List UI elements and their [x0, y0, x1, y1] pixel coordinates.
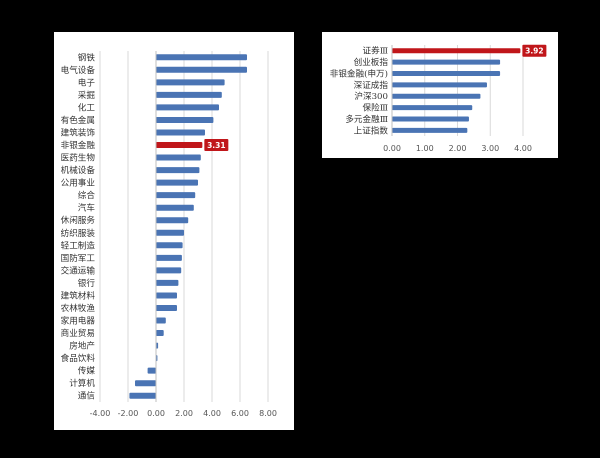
left-category-label: 建筑装饰 [61, 126, 96, 138]
left-category-label: 通信 [78, 390, 96, 402]
left-category-label: 化工 [78, 101, 96, 113]
left-bar [156, 192, 196, 199]
right-bar [392, 127, 468, 133]
left-category-label: 休闲服务 [61, 214, 96, 226]
left-category-label: 钢铁 [78, 51, 96, 63]
right-category-label: 多元金融Ⅲ [345, 113, 388, 125]
left-bar [156, 104, 219, 111]
left-category-label: 食品饮料 [61, 352, 96, 364]
left-bar [156, 304, 177, 311]
left-category-label: 银行 [78, 277, 96, 289]
right-category-label: 深证成指 [354, 79, 389, 91]
left-category-label: 非银金融 [61, 139, 96, 151]
right-data-label: 3.92 [525, 47, 544, 56]
left-bar [156, 142, 203, 149]
left-bar [156, 204, 194, 211]
left-bar [156, 66, 247, 73]
left-category-label: 电子 [78, 76, 96, 88]
left-chart-panel: -4.00 -2.00 0.00 2.00 4.00 6.00 8.00 钢铁 电气设备 电子 采掘… [54, 32, 294, 430]
left-data-label: 3.31 [207, 141, 226, 150]
left-category-label: 建筑材料 [61, 289, 96, 301]
left-category-label: 商业贸易 [61, 327, 95, 339]
right-x-tick-label: 4.00 [514, 144, 532, 153]
left-x-tick-label: 6.00 [231, 409, 249, 418]
left-bar [156, 229, 184, 236]
left-bar [129, 392, 156, 399]
industry-bar-chart: -4.00 -2.00 0.00 2.00 4.00 6.00 8.00 钢铁电气设备电子采掘… [61, 51, 277, 418]
right-category-label: 上证指数 [354, 124, 389, 136]
left-bar [156, 254, 182, 261]
right-category-label: 创业板指 [354, 56, 389, 68]
left-bar [156, 179, 198, 186]
left-x-tick-label: 4.00 [203, 409, 221, 418]
left-bar [156, 167, 200, 174]
left-category-label: 有色金属 [61, 114, 95, 126]
right-category-label: 沪深300 [354, 90, 388, 102]
left-bar [147, 367, 156, 374]
left-x-tick-label: 8.00 [259, 409, 277, 418]
right-category-label: 非银金融(申万) [330, 67, 388, 79]
left-category-label: 传媒 [78, 365, 96, 377]
left-bar [156, 217, 189, 224]
left-bar [156, 267, 182, 274]
left-category-label: 医药生物 [61, 152, 96, 164]
left-category-label: 轻工制造 [61, 239, 96, 251]
right-category-label: 证券Ⅲ [363, 45, 388, 57]
right-bar [392, 48, 521, 54]
left-category-label: 家用电器 [61, 315, 96, 327]
left-bar [156, 242, 183, 249]
left-x-tick-label: -2.00 [118, 409, 139, 418]
left-category-label: 国防军工 [61, 252, 96, 264]
left-category-label: 综合 [78, 189, 96, 201]
right-bar [392, 105, 473, 111]
left-data-label-box [204, 139, 229, 152]
left-bar [156, 342, 159, 349]
right-category-label: 保险Ⅲ [363, 102, 388, 114]
left-category-label: 汽车 [78, 202, 96, 214]
left-bar [156, 292, 177, 299]
left-x-tick-label: -4.00 [90, 409, 111, 418]
right-bar [392, 70, 501, 76]
left-bar [156, 330, 164, 337]
left-category-label: 计算机 [69, 377, 95, 389]
left-category-label: 电气设备 [61, 64, 96, 76]
right-bar [392, 93, 481, 99]
right-x-tick-label: 1.00 [416, 144, 434, 153]
left-bar [156, 279, 179, 286]
right-bar [392, 116, 469, 122]
left-category-label: 交通运输 [61, 264, 96, 276]
right-x-tick-label: 3.00 [481, 144, 499, 153]
right-bar [392, 82, 487, 88]
left-category-label: 机械设备 [61, 164, 96, 176]
left-category-label: 房地产 [69, 340, 95, 352]
left-bar [156, 154, 201, 161]
right-x-tick-label: 0.00 [383, 144, 401, 153]
left-bar [156, 116, 214, 123]
left-category-label: 农林牧渔 [61, 302, 96, 314]
index-bar-chart: 0.00 1.00 2.00 3.00 4.00 证券Ⅲ 3.92 创业板指非银金融(申万)深… [330, 44, 547, 153]
left-bar [156, 79, 225, 86]
right-bar [392, 59, 501, 65]
left-x-tick-label: 0.00 [147, 409, 165, 418]
left-bar [156, 317, 166, 324]
right-chart-panel: 0.00 1.00 2.00 3.00 4.00 证券Ⅲ 3.92 创业板指 非银金融(申万) 深… [322, 32, 558, 158]
right-x-tick-label: 2.00 [449, 144, 467, 153]
left-x-tick-label: 2.00 [175, 409, 193, 418]
left-bar [156, 129, 205, 136]
left-category-label: 公用事业 [61, 177, 96, 189]
right-data-label-box [522, 44, 547, 57]
left-bar [135, 380, 156, 387]
left-bar [156, 91, 222, 98]
left-bar [156, 54, 247, 61]
left-category-label: 采掘 [78, 89, 95, 101]
left-category-label: 纺织服装 [61, 227, 96, 239]
